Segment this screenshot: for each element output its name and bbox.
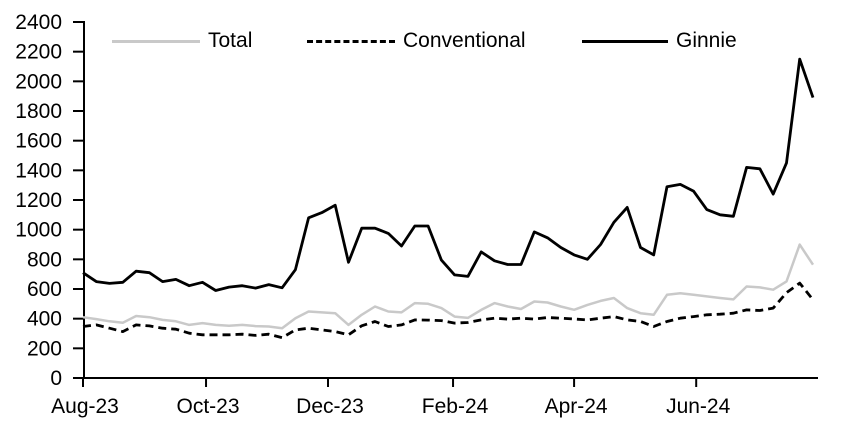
y-axis-label: 2200: [15, 41, 62, 64]
conventional-line: [82, 281, 815, 340]
x-axis-label: Apr-24: [545, 395, 608, 418]
x-axis-label: Dec-23: [296, 395, 364, 418]
y-axis-label: 200: [27, 337, 62, 360]
legend-item-conventional: Conventional: [307, 28, 526, 54]
legend-label-total: Total: [208, 29, 253, 52]
ginnie-line-sample: [582, 39, 668, 43]
total-line-sample: [112, 39, 200, 43]
ginnie-line: [82, 57, 815, 292]
y-axis-label: 1200: [15, 189, 62, 212]
y-axis-label: 800: [27, 248, 62, 271]
x-axis-label: Aug-23: [51, 395, 119, 418]
legend-label-conventional: Conventional: [403, 29, 526, 52]
conventional-line-sample: [307, 39, 395, 43]
y-axis-label: 1800: [15, 100, 62, 123]
legend-item-total: Total: [112, 28, 252, 54]
total-line: [82, 243, 815, 330]
legend-item-ginnie: Ginnie: [582, 28, 737, 54]
x-axis-label: Jun-24: [666, 395, 731, 418]
y-axis-label: 0: [50, 367, 62, 390]
x-axis-label: Oct-23: [177, 395, 240, 418]
y-axis-label: 1000: [15, 219, 62, 242]
y-axis-label: 1600: [15, 130, 62, 153]
y-axis-label: 2000: [15, 70, 62, 93]
y-axis-label: 1400: [15, 159, 62, 182]
chart-legend: Total Conventional Ginnie: [0, 28, 852, 54]
y-axis-label: 400: [27, 308, 62, 331]
y-axis-label: 2400: [15, 11, 62, 34]
y-axis-label: 600: [27, 278, 62, 301]
x-axis-label: Feb-24: [422, 395, 489, 418]
legend-label-ginnie: Ginnie: [676, 29, 737, 52]
